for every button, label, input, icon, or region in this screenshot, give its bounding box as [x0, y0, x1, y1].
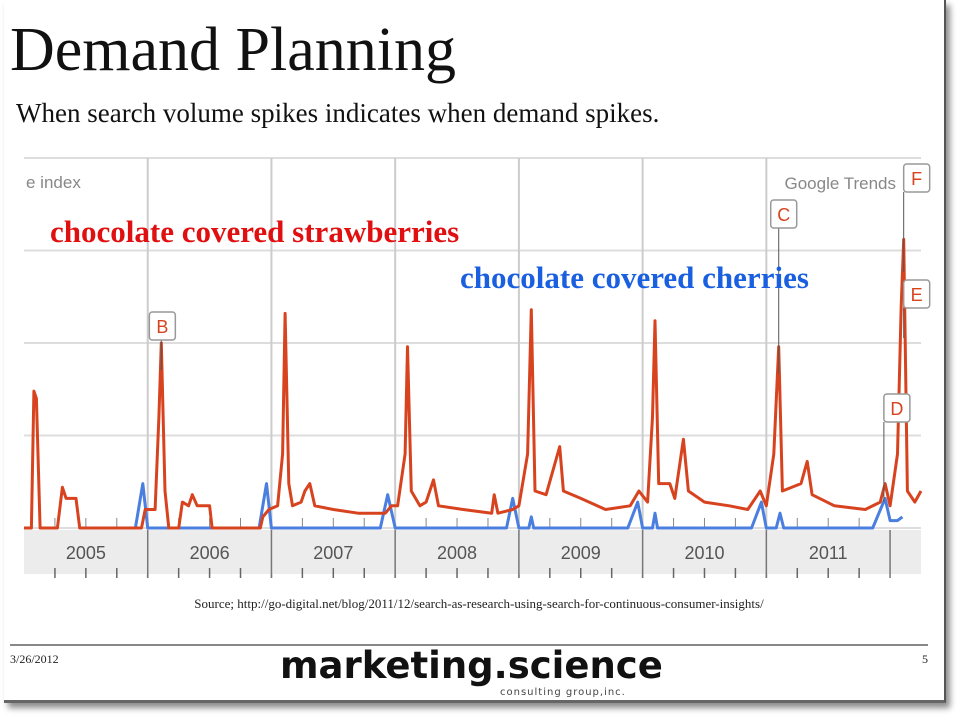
series-line-strawberries: [24, 237, 923, 530]
year-band: [24, 530, 921, 574]
footer-divider: [10, 644, 928, 646]
annotation-flag: [883, 393, 911, 423]
legend-strawberries: chocolate covered strawberries: [50, 214, 459, 249]
x-tick-label: 2010: [684, 543, 724, 563]
page-number: 5: [922, 652, 928, 666]
annotation-label: C: [777, 205, 790, 225]
series-lines: [24, 237, 923, 530]
series-line-cherries: [133, 482, 904, 530]
annotation-label: E: [911, 285, 923, 305]
annotation-flag: [902, 163, 931, 193]
annotations: B C D E F: [148, 163, 931, 502]
annotation-flag: [148, 311, 177, 341]
annotation-label: D: [890, 399, 903, 419]
x-tick-label: 2009: [561, 543, 601, 563]
source-citation: Source; http://go-digital.net/blog/2011/…: [194, 596, 764, 611]
company-logo-subtext: consulting group,inc.: [500, 687, 626, 698]
annotation-flag: [769, 199, 798, 229]
company-logo: marketing.science: [280, 644, 663, 687]
year-axis: 2005 2006 2007 2008 2009 2010 2011: [24, 518, 921, 578]
annotation-label: B: [156, 317, 168, 337]
slide-date: 3/26/2012: [10, 652, 59, 666]
x-tick-label: 2007: [313, 543, 353, 563]
x-tick-label: 2006: [190, 543, 230, 563]
slide-subtitle: When search volume spikes indicates when…: [16, 98, 660, 128]
y-axis-label: e index: [26, 173, 81, 192]
x-tick-label: 2008: [437, 543, 477, 563]
x-tick-label: 2005: [66, 543, 106, 563]
slide-title: Demand Planning: [10, 16, 456, 84]
x-tick-label: 2011: [809, 543, 848, 563]
google-trends-watermark: Google Trends: [784, 174, 896, 193]
annotation-flag: [902, 279, 931, 309]
legend-cherries: chocolate covered cherries: [460, 260, 809, 295]
trends-chart: 2005 2006 2007 2008 2009 2010 2011 e index Goo…: [24, 157, 931, 578]
annotation-label: F: [911, 169, 922, 189]
